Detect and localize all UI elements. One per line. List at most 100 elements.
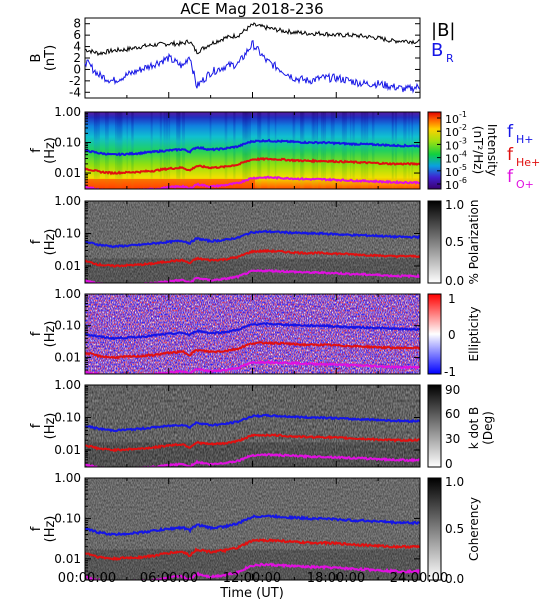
polarization-ytick-label-1: 0.10 bbox=[54, 227, 81, 241]
cb-int-tick-exp-3: -4 bbox=[459, 150, 467, 159]
cb-ell-tick-2: 0 bbox=[448, 328, 456, 342]
series-b-magnitude-line bbox=[84, 22, 421, 57]
kdotb-line-fhe bbox=[85, 433, 420, 453]
cb-pol-tick-3: 0.0 bbox=[445, 274, 464, 288]
colorbar-polarization: 1.0 0.5 0.0 % Polarization bbox=[427, 198, 481, 288]
legend-br-subscript: R bbox=[446, 52, 454, 65]
panel-b-frame bbox=[84, 17, 421, 99]
x-axis: 00:00:00 06:00:00 12:00:00 18:00:00 24:0… bbox=[58, 571, 448, 600]
intensity-streak bbox=[408, 112, 410, 189]
colorbar-coherency-label: Coherency bbox=[467, 497, 481, 561]
intensity-streak bbox=[118, 112, 123, 189]
colorbar-kdotb-unit: (Deg) bbox=[481, 411, 495, 445]
ellipticity-line-fhe bbox=[85, 340, 420, 360]
polarization-ytick-label-0: 1.00 bbox=[54, 194, 81, 208]
panel-coherency-image bbox=[85, 478, 420, 580]
intensity-streak bbox=[105, 112, 109, 189]
cb-int-tick-exp-1: -2 bbox=[459, 123, 467, 132]
intensity-streak bbox=[360, 112, 364, 189]
cb-kdb-tick-3: 30 bbox=[445, 432, 460, 446]
intensity-streak bbox=[131, 112, 133, 189]
b-tick-label-1: 6 bbox=[73, 28, 81, 42]
cb-int-tick-base-0: 10 bbox=[445, 113, 459, 126]
intensity-streak bbox=[292, 112, 294, 189]
intensity-streak bbox=[209, 112, 212, 189]
intensity-line-fo bbox=[85, 175, 420, 189]
colorbar-intensity: 10-110-210-310-410-510-6 Intensity (nT²/… bbox=[427, 110, 499, 192]
panel-intensity: 1.00 0.10 0.01 f (Hz) bbox=[29, 105, 421, 190]
cb-kdb-tick-2: 60 bbox=[445, 407, 460, 421]
x-tick-label-2: 12:00:00 bbox=[223, 571, 281, 586]
panel-intensity-image bbox=[85, 112, 420, 189]
intensity-streak bbox=[96, 112, 100, 189]
ellipticity-ytick-label-1: 0.10 bbox=[54, 319, 81, 333]
cb-int-tick-exp-4: -5 bbox=[459, 163, 467, 172]
cb-int-tick-base-1: 10 bbox=[445, 126, 459, 139]
colorbar-kdotb-bar bbox=[427, 384, 442, 468]
cb-pol-tick-1: 1.0 bbox=[445, 198, 464, 212]
intensity-streak bbox=[316, 112, 318, 189]
panel-polarization-image bbox=[85, 201, 420, 283]
x-tick-label-0: 00:00:00 bbox=[58, 571, 116, 586]
colorbar-intensity-unit: (nT²/Hz) bbox=[471, 126, 485, 174]
intensity-streak bbox=[126, 112, 128, 189]
legend-fo-sub: O+ bbox=[516, 178, 534, 191]
intensity-streak bbox=[341, 112, 345, 189]
colorbar-ellipticity-bar bbox=[427, 293, 442, 375]
b-tick-label-2: 4 bbox=[73, 40, 81, 54]
intensity-streak bbox=[117, 112, 120, 189]
coherency-ytick-label-0: 1.00 bbox=[54, 471, 81, 485]
intensity-streak bbox=[366, 112, 369, 189]
coherency-line-fh bbox=[85, 513, 420, 537]
ellipticity-yunit: (Hz) bbox=[43, 321, 58, 348]
coherency-line-fhe bbox=[85, 537, 420, 562]
colorbar-intensity-label: Intensity bbox=[485, 124, 499, 176]
intensity-streak bbox=[150, 112, 153, 189]
cb-kdb-tick-4: 0 bbox=[445, 457, 453, 471]
line-legend: f H+ f He+ f O+ bbox=[507, 122, 540, 191]
x-axis-label: Time (UT) bbox=[219, 586, 284, 600]
intensity-streak bbox=[176, 112, 181, 189]
kdotb-noise bbox=[85, 385, 420, 467]
polarization-line-fhe bbox=[85, 248, 420, 268]
intensity-streak bbox=[258, 112, 260, 189]
intensity-streak bbox=[293, 112, 296, 189]
colorbar-ellipticity: 1 0 -1 Ellipticity bbox=[427, 292, 481, 379]
intensity-streak bbox=[312, 112, 316, 189]
ellipticity-ylabel: f bbox=[29, 331, 44, 336]
b-tick-label-0: 8 bbox=[73, 17, 81, 31]
b-tick-label-3: 2 bbox=[73, 51, 81, 65]
legend-fh-f: f bbox=[507, 122, 514, 142]
colorbar-coherency: 1.0 0.5 0.0 Coherency bbox=[427, 475, 481, 586]
intensity-streak bbox=[267, 112, 270, 189]
ellipticity-noise-blue bbox=[85, 294, 420, 374]
intensity-streak bbox=[371, 112, 375, 189]
colorbar-intensity-bar bbox=[427, 111, 442, 190]
legend-br: B bbox=[431, 40, 443, 61]
intensity-hot-band bbox=[85, 179, 255, 189]
panel-ellipticity-image bbox=[85, 294, 420, 374]
panel-coherency: 1.00 0.10 0.01 f (Hz) bbox=[29, 471, 421, 581]
ellipticity-line-fo bbox=[85, 359, 420, 374]
series-b-radial-line bbox=[84, 39, 421, 94]
x-tick-label-4: 24:00:00 bbox=[390, 571, 448, 586]
intensity-line-fhe bbox=[85, 156, 420, 176]
polarization-yunit: (Hz) bbox=[43, 229, 58, 256]
intensity-ylabel: f bbox=[29, 148, 44, 153]
panel-polarization: 1.00 0.10 0.01 f (Hz) bbox=[29, 194, 421, 284]
b-tick-label-6: -4 bbox=[69, 85, 81, 99]
ellipticity-ytick-label-2: 0.01 bbox=[54, 350, 81, 364]
cb-int-tick-base-3: 10 bbox=[445, 153, 459, 166]
intensity-streak bbox=[114, 112, 118, 189]
kdotb-ytick-label-2: 0.01 bbox=[54, 443, 81, 457]
intensity-streak bbox=[300, 112, 305, 189]
intensity-streak bbox=[323, 112, 327, 189]
intensity-streak bbox=[391, 112, 394, 189]
cb-coh-tick-1: 1.0 bbox=[445, 475, 464, 489]
intensity-streak bbox=[363, 112, 367, 189]
polarization-ylabel: f bbox=[29, 239, 44, 244]
panel-kdotb: 1.00 0.10 0.01 f (Hz) bbox=[29, 378, 421, 468]
kdotb-yunit: (Hz) bbox=[43, 413, 58, 440]
coherency-yunit: (Hz) bbox=[43, 516, 58, 543]
